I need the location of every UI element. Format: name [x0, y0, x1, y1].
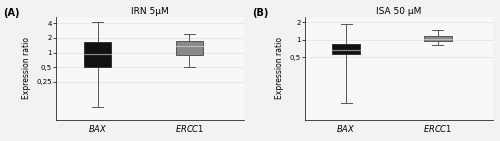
- FancyBboxPatch shape: [84, 42, 112, 67]
- Text: (B): (B): [252, 8, 268, 18]
- Title: IRN 5μM: IRN 5μM: [132, 7, 169, 16]
- Y-axis label: Expression ratio: Expression ratio: [22, 38, 31, 100]
- FancyBboxPatch shape: [424, 36, 452, 41]
- FancyBboxPatch shape: [332, 44, 360, 54]
- Text: (A): (A): [4, 8, 20, 18]
- Title: ISA 50 μM: ISA 50 μM: [376, 7, 422, 16]
- FancyBboxPatch shape: [176, 41, 203, 55]
- Y-axis label: Expression ratio: Expression ratio: [275, 38, 284, 100]
